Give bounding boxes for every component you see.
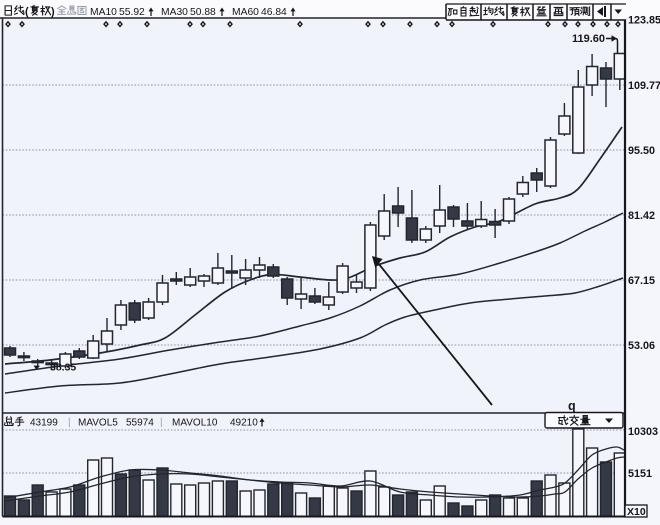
- svg-text:53.06: 53.06: [628, 340, 655, 352]
- svg-text:119.60: 119.60: [572, 33, 605, 45]
- svg-text:67.15: 67.15: [628, 275, 655, 287]
- svg-text:109.77: 109.77: [628, 80, 660, 92]
- svg-text:43199: 43199: [30, 418, 58, 429]
- svg-text:MA30: MA30: [161, 7, 188, 18]
- svg-text:49210: 49210: [230, 418, 258, 429]
- svg-text:MA10: MA10: [90, 7, 117, 18]
- svg-text:MAVOL10: MAVOL10: [172, 418, 218, 429]
- svg-text:X10: X10: [627, 506, 646, 518]
- svg-text:38.35: 38.35: [50, 362, 76, 374]
- svg-text:55974: 55974: [126, 418, 154, 429]
- svg-text:95.50: 95.50: [628, 145, 655, 157]
- svg-text:MAVOL5: MAVOL5: [78, 418, 118, 429]
- svg-text:5151: 5151: [628, 468, 652, 480]
- svg-text:10303: 10303: [628, 426, 658, 438]
- svg-text:81.42: 81.42: [628, 210, 655, 222]
- svg-text:50.88: 50.88: [190, 7, 216, 18]
- svg-text:): ): [51, 6, 55, 18]
- svg-text:46.84: 46.84: [261, 7, 287, 18]
- svg-text:MA60: MA60: [232, 7, 259, 18]
- svg-text:123.85: 123.85: [628, 15, 660, 27]
- svg-text:|: |: [68, 417, 71, 428]
- svg-text:|: |: [160, 417, 163, 428]
- svg-text:(: (: [25, 6, 29, 18]
- svg-text:q: q: [568, 399, 576, 413]
- svg-text:55.92: 55.92: [119, 7, 145, 18]
